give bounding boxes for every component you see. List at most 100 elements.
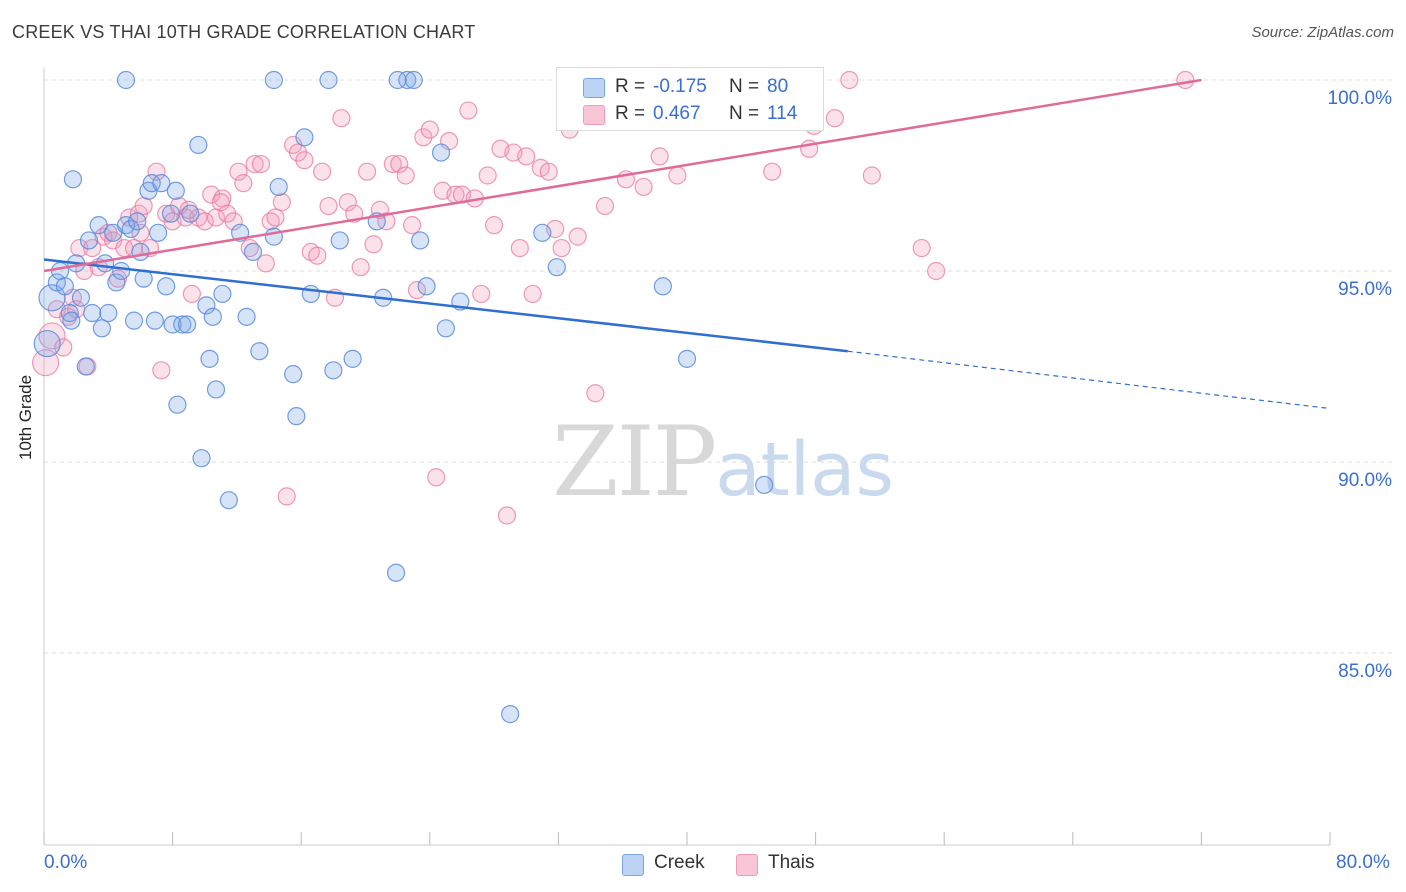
creek-legend-label: Creek (654, 852, 705, 873)
creek-point (295, 128, 314, 147)
thais-point (70, 238, 89, 258)
thais-point (131, 223, 150, 242)
creek-r-value: -0.175 (653, 76, 707, 97)
creek-point (181, 204, 200, 223)
thais-point (251, 154, 271, 174)
creek-point (79, 231, 99, 250)
thais-point (245, 154, 264, 174)
creek-point (343, 349, 362, 368)
thais-legend-label: Thais (768, 852, 815, 873)
thais-point (407, 281, 427, 300)
creek-trend-line (43, 258, 848, 353)
creek-point (99, 303, 118, 323)
creek-point (62, 311, 81, 330)
thais-point (152, 361, 171, 380)
creek-point (107, 273, 126, 292)
creek-point (152, 174, 171, 193)
creek-point (145, 311, 165, 330)
thais-point (497, 506, 517, 525)
thais-point (134, 196, 153, 216)
creek-point (284, 365, 303, 384)
creek-point (677, 349, 697, 368)
thais-point (54, 338, 73, 357)
creek-point (398, 70, 417, 90)
creek-point (116, 70, 136, 90)
thais-n-value: 114 (767, 103, 798, 124)
creek-point (128, 212, 147, 231)
creek-point (417, 277, 436, 296)
creek-point (203, 307, 222, 326)
x-tick-label-min: 0.0% (44, 852, 88, 873)
thais-point (634, 177, 653, 197)
thais-point (277, 487, 296, 506)
thais-point (927, 261, 946, 281)
creek-point (436, 319, 455, 338)
creek-point (149, 223, 168, 242)
thais-point (272, 193, 292, 212)
thais-point (510, 238, 529, 258)
thais-point (595, 196, 615, 216)
creek-n-label: N = (729, 76, 760, 97)
thais-point (147, 162, 166, 181)
thais-point (377, 212, 396, 231)
legend-row-thais: R = 0.467 N = 114 (557, 101, 823, 129)
creek-point (33, 329, 61, 358)
thais-point (256, 254, 275, 273)
thais-point (1176, 70, 1195, 90)
thais-point (182, 284, 201, 304)
creek-point (431, 143, 451, 162)
chart-title: CREEK VS THAI 10TH GRADE CORRELATION CHA… (12, 22, 476, 42)
thais-point (478, 166, 497, 185)
creek-point (50, 261, 70, 281)
creek-point (189, 135, 208, 155)
thais-r-value: 0.467 (653, 103, 701, 124)
thais-point (539, 162, 558, 181)
creek-point (324, 361, 343, 380)
watermark: ZIPatlas (552, 406, 894, 518)
thais-point (862, 166, 881, 185)
creek-swatch (583, 78, 605, 98)
thais-point (358, 162, 377, 181)
source-label: Source: ZipAtlas.com (1251, 24, 1394, 41)
thais-point (763, 162, 782, 181)
creek-point (55, 277, 74, 296)
thais-point (568, 227, 587, 246)
creek-point (157, 277, 176, 296)
thais-point (38, 322, 66, 350)
creek-point (219, 491, 238, 510)
thais-n-label: N = (729, 103, 760, 124)
creek-r-label: R = (615, 76, 646, 97)
creek-point (60, 303, 79, 323)
creek-point (173, 315, 192, 334)
creek-point (168, 395, 187, 414)
thais-point (485, 216, 504, 235)
thais-point (523, 284, 542, 304)
thais-point (319, 196, 338, 216)
thais-point (650, 147, 669, 166)
thais-point (224, 212, 243, 231)
thais-point (288, 143, 308, 162)
thais-point (427, 468, 446, 487)
thais-point (517, 147, 536, 166)
y-tick-label: 95.0% (1338, 279, 1392, 300)
thais-point (308, 246, 327, 265)
creek-point (142, 174, 161, 193)
thais-point (459, 101, 478, 120)
thais-point (414, 128, 433, 147)
creek-point (124, 311, 144, 330)
thais-point (338, 193, 357, 212)
thais-point (383, 154, 402, 174)
thais-point (472, 284, 491, 304)
legend-row-creek: R = -0.175 N = 80 (557, 74, 823, 102)
creek-point (264, 227, 283, 246)
creek-point (76, 357, 95, 376)
thais-point (266, 208, 285, 227)
creek-point (83, 303, 102, 323)
creek-point (330, 231, 349, 250)
creek-point (411, 231, 430, 250)
thais-trend-line (43, 78, 1202, 273)
thais-point (195, 212, 214, 231)
creek-point (653, 277, 672, 296)
thais-r-label: R = (615, 103, 646, 124)
series-legend: Creek Thais (0, 852, 1406, 878)
